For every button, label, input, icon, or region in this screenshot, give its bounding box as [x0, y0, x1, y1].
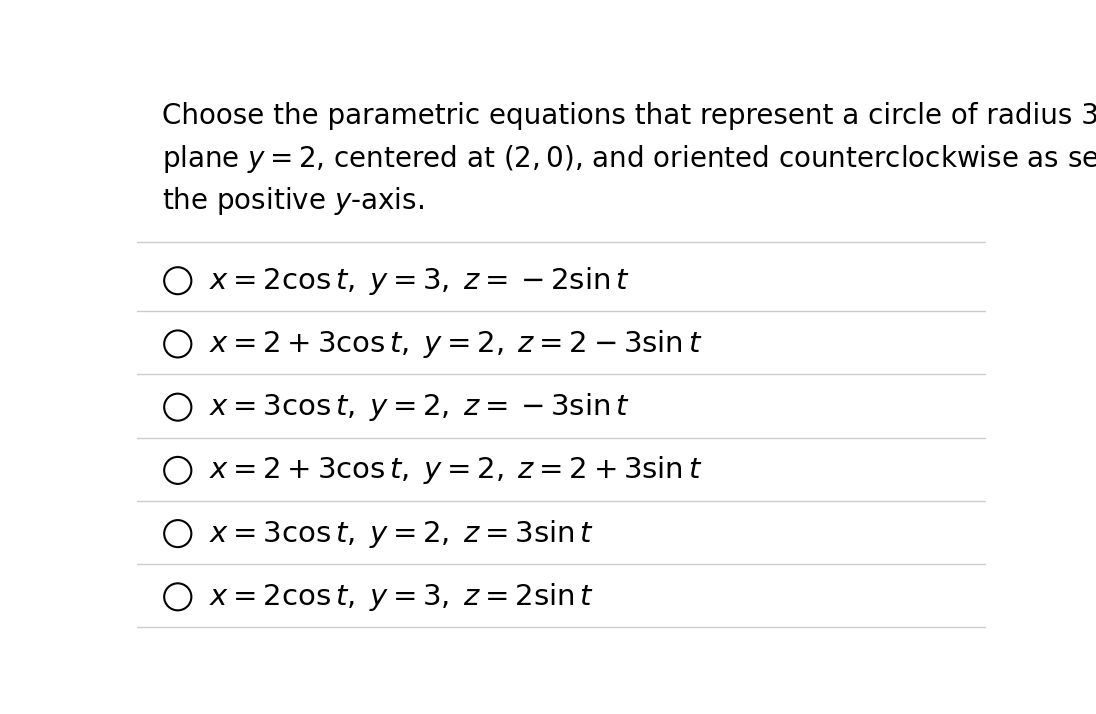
Text: $x = 2 + 3\cos t,\; y = 2,\; z = 2 + 3\sin t$: $x = 2 + 3\cos t,\; y = 2,\; z = 2 + 3\s…: [209, 454, 703, 486]
Text: Choose the parametric equations that represent a circle of radius 3 in the: Choose the parametric equations that rep…: [162, 102, 1096, 130]
Text: $x = 3\cos t,\; y = 2,\; z = -3\sin t$: $x = 3\cos t,\; y = 2,\; z = -3\sin t$: [209, 391, 630, 423]
Text: $x = 2 + 3\cos t,\; y = 2,\; z = 2 - 3\sin t$: $x = 2 + 3\cos t,\; y = 2,\; z = 2 - 3\s…: [209, 328, 703, 360]
Text: the positive $y$-axis.: the positive $y$-axis.: [162, 185, 424, 216]
Text: plane $y = 2$, centered at $(2, 0)$, and oriented counterclockwise as seen from: plane $y = 2$, centered at $(2, 0)$, and…: [162, 144, 1096, 176]
Text: $x = 2\cos t,\; y = 3,\; z = -2\sin t$: $x = 2\cos t,\; y = 3,\; z = -2\sin t$: [209, 265, 630, 297]
Text: $x = 3\cos t,\; y = 2,\; z = 3\sin t$: $x = 3\cos t,\; y = 2,\; z = 3\sin t$: [209, 518, 594, 550]
Text: $x = 2\cos t,\; y = 3,\; z = 2\sin t$: $x = 2\cos t,\; y = 3,\; z = 2\sin t$: [209, 580, 594, 613]
